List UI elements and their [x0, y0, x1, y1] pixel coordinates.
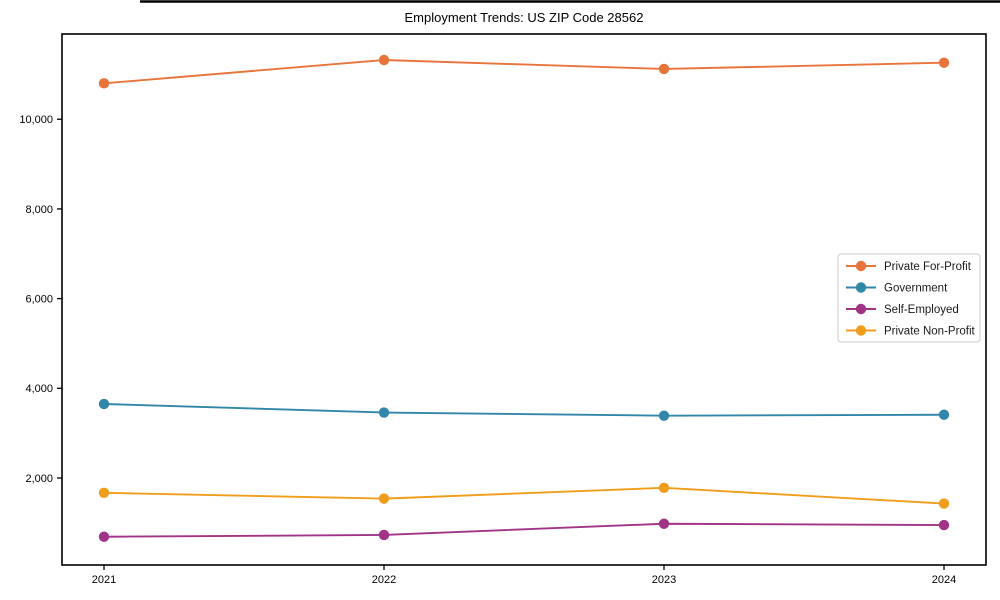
series-line [103, 486, 945, 505]
plot-area [61, 33, 987, 566]
legend-box [837, 253, 981, 343]
y-tick-label: 10,000 [19, 114, 53, 126]
x-axis-ticks: 2021 2022 2023 2024 [92, 565, 956, 586]
legend-marker [855, 260, 867, 272]
data-point [658, 63, 670, 75]
data-point [658, 410, 670, 421]
y-axis-ticks: 2,000 4,000 6,000 8,000 10,000 [19, 114, 62, 485]
series-line [103, 522, 945, 538]
legend-label: Government [884, 283, 948, 295]
legend-item: Private Non-Profit [846, 325, 976, 338]
x-tick-label: 2021 [92, 574, 116, 586]
data-point [378, 493, 390, 504]
y-tick-label: 4,000 [25, 383, 53, 395]
legend-item: Private For-Profit [846, 260, 972, 273]
y-tick-label: 6,000 [25, 293, 53, 305]
x-tick-label: 2024 [932, 574, 956, 586]
data-point [938, 498, 950, 509]
chart-title: Employment Trends: US ZIP Code 28562 [405, 10, 644, 25]
legend-marker [855, 325, 867, 336]
data-point [378, 54, 390, 66]
series-lines [98, 54, 950, 542]
legend-label: Self-Employed [884, 304, 959, 316]
legend-item: Self-Employed [846, 303, 959, 316]
data-point [98, 531, 110, 542]
legend-label: Private For-Profit [884, 261, 972, 273]
x-tick-label: 2023 [652, 574, 676, 586]
x-tick-label: 2022 [372, 574, 396, 586]
data-point [938, 409, 950, 420]
data-point [378, 407, 390, 418]
legend-marker [855, 282, 867, 293]
data-point [98, 487, 110, 498]
series-line [103, 403, 945, 417]
data-point [938, 57, 950, 68]
data-point [98, 398, 110, 410]
legend-marker [855, 303, 867, 315]
legend: Private For-Profit Government Self-Employe… [837, 253, 981, 343]
y-tick-label: 2,000 [25, 473, 53, 485]
data-point [378, 529, 390, 541]
series-line [103, 59, 945, 85]
legend-label: Private Non-Profit [884, 326, 976, 338]
legend-item: Government [846, 282, 948, 295]
y-tick-label: 8,000 [25, 204, 53, 216]
data-point [658, 518, 670, 529]
data-point [938, 519, 950, 531]
data-point [98, 78, 110, 89]
data-point [658, 482, 670, 494]
